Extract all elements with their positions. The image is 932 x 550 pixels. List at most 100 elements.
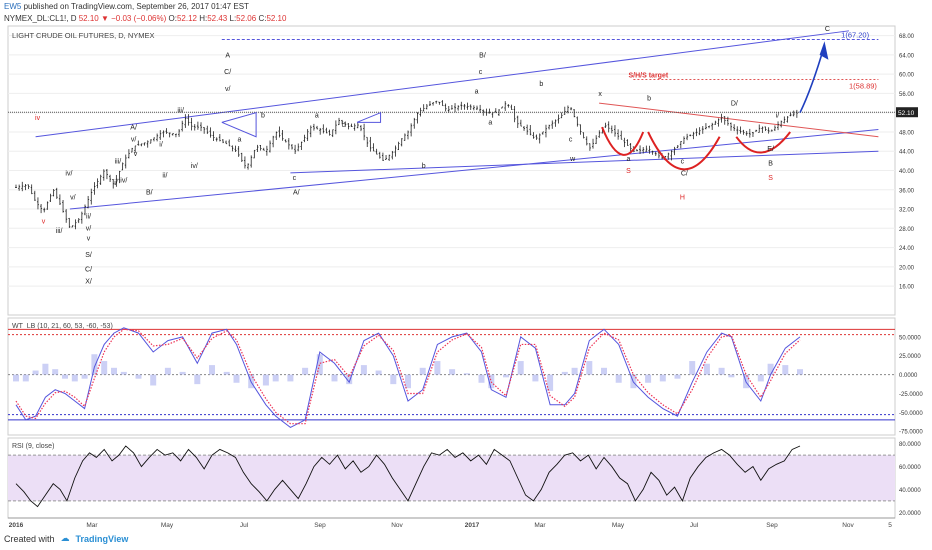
last-price: 52.10 bbox=[78, 14, 99, 23]
wave-label: iv/ bbox=[65, 170, 72, 177]
wt-title: WT_LB (10, 21, 60, 53, -60, -53) bbox=[12, 323, 113, 330]
tradingview-brand[interactable]: TradingView bbox=[75, 533, 129, 544]
wave-label: v/ bbox=[131, 137, 137, 144]
time-tick-label: Mar bbox=[86, 522, 98, 529]
price-tick-label: 68.00 bbox=[899, 34, 915, 40]
head-arc bbox=[647, 131, 721, 171]
tradingview-logo-icon[interactable]: ☁ bbox=[60, 533, 70, 543]
wt-histogram-bar bbox=[179, 371, 186, 375]
wt-histogram-group bbox=[13, 354, 803, 391]
wt-histogram-bar bbox=[150, 374, 157, 386]
wt-histogram-bar bbox=[757, 374, 764, 382]
down-arrow-icon: ▼ bbox=[100, 14, 109, 23]
wt-slow-line bbox=[15, 328, 801, 425]
triangle-pattern-1 bbox=[221, 112, 257, 138]
wt-histogram-bar bbox=[194, 374, 201, 385]
symbol-label[interactable]: NYMEX_DL:CL1!, D bbox=[4, 14, 77, 23]
author-badge[interactable]: EW5 bbox=[4, 2, 22, 11]
wave-label: iii/ bbox=[56, 228, 63, 235]
wave-label: a bbox=[315, 113, 319, 120]
wave-label: C/ bbox=[224, 69, 231, 76]
wt-histogram-bar bbox=[463, 373, 470, 375]
chart-title: LIGHT CRUDE OIL FUTURES, D, NYMEX bbox=[12, 31, 155, 40]
wave-label: v bbox=[87, 235, 91, 242]
wave-label: ii/ bbox=[86, 214, 91, 221]
rsi-tick-label: 80.0000 bbox=[899, 442, 921, 448]
wave-label: b bbox=[261, 113, 265, 120]
wt-histogram-bar bbox=[209, 365, 215, 375]
last-price-badge-text: 52.10 bbox=[898, 110, 915, 117]
wt-fast-line bbox=[15, 327, 801, 429]
publish-info: EW5 published on TradingView.com, Septem… bbox=[4, 2, 249, 11]
time-tick-label: 2017 bbox=[465, 522, 480, 529]
open-label: O: bbox=[168, 14, 177, 23]
wt-tick-label: 50.0000 bbox=[899, 335, 921, 341]
last-price-badge bbox=[896, 107, 918, 118]
wt-histogram-bar bbox=[375, 370, 382, 375]
close-label: C: bbox=[258, 14, 267, 23]
wt-histogram-bar bbox=[561, 371, 568, 375]
time-tick-label: Sep bbox=[766, 522, 778, 529]
wt-histogram-bar bbox=[718, 367, 725, 375]
wt-histogram-bar bbox=[272, 374, 279, 382]
rsi-line bbox=[15, 445, 801, 508]
rsi-tick-label: 20.0000 bbox=[899, 511, 921, 517]
wave-label: c bbox=[293, 175, 297, 182]
wt-histogram-bar bbox=[302, 367, 309, 375]
wt-tick-label: -50.0000 bbox=[899, 411, 923, 417]
open-value: 52.12 bbox=[176, 14, 197, 23]
wave-label: H bbox=[680, 194, 685, 201]
time-tick-label: 5 bbox=[888, 522, 892, 529]
price-tick-label: 16.00 bbox=[899, 285, 915, 291]
wt-histogram-bar bbox=[111, 367, 117, 375]
footer: Created with ☁ TradingView bbox=[4, 533, 128, 544]
sh-s-target-label: S/H/S target bbox=[629, 73, 669, 80]
wave-label: a bbox=[475, 88, 479, 95]
right-shoulder-arc bbox=[735, 131, 791, 154]
wave-label: i/ bbox=[776, 113, 780, 120]
price-tick-label: 64.00 bbox=[899, 53, 915, 59]
wave-label: i/ bbox=[159, 141, 163, 148]
time-tick-label: Jul bbox=[240, 522, 249, 529]
wt-histogram-bar bbox=[405, 374, 411, 389]
time-tick-label: May bbox=[161, 522, 174, 529]
wt-histogram-bar bbox=[360, 365, 367, 375]
wt-histogram-bar bbox=[390, 374, 397, 385]
wt-histogram-bar bbox=[71, 374, 78, 382]
wave-label: E/ bbox=[767, 146, 774, 153]
left-shoulder-arc bbox=[601, 126, 645, 156]
base-trend-line bbox=[290, 150, 879, 174]
wt-histogram-bar bbox=[601, 367, 607, 375]
wt-tick-label: 25.0000 bbox=[899, 354, 921, 360]
wt-histogram-bar bbox=[615, 374, 622, 383]
wave-label: a bbox=[237, 137, 241, 144]
wt-histogram-bar bbox=[797, 369, 803, 375]
wave-label: B/ bbox=[146, 190, 153, 197]
wave-label: w bbox=[569, 156, 576, 163]
low-label: L: bbox=[229, 14, 237, 23]
wt-histogram-bar bbox=[434, 361, 441, 375]
wt-histogram-bar bbox=[81, 374, 88, 379]
price-tick-label: 48.00 bbox=[899, 130, 915, 136]
wt-histogram-bar bbox=[13, 374, 19, 382]
wave-label: iii/ bbox=[177, 108, 184, 115]
wt-histogram-bar bbox=[532, 374, 539, 382]
wt-histogram-bar bbox=[674, 374, 681, 379]
wave-label: S bbox=[626, 168, 631, 175]
candles-group bbox=[15, 100, 798, 230]
price-tick-label: 40.00 bbox=[899, 169, 915, 175]
wt-histogram-bar bbox=[331, 374, 338, 382]
price-tick-label: 28.00 bbox=[899, 227, 915, 233]
wave-label: C bbox=[825, 26, 830, 33]
triangle-pattern-2 bbox=[356, 111, 382, 123]
rsi-band bbox=[8, 455, 895, 501]
wt-histogram-bar bbox=[728, 374, 735, 378]
price-tick-label: 24.00 bbox=[899, 246, 915, 252]
wave-label: a bbox=[627, 156, 631, 163]
created-with-text: Created with bbox=[4, 533, 55, 544]
wave-label: iv/ bbox=[120, 178, 127, 185]
price-tick-label: 20.00 bbox=[899, 265, 915, 271]
wave-label: v bbox=[42, 218, 46, 225]
